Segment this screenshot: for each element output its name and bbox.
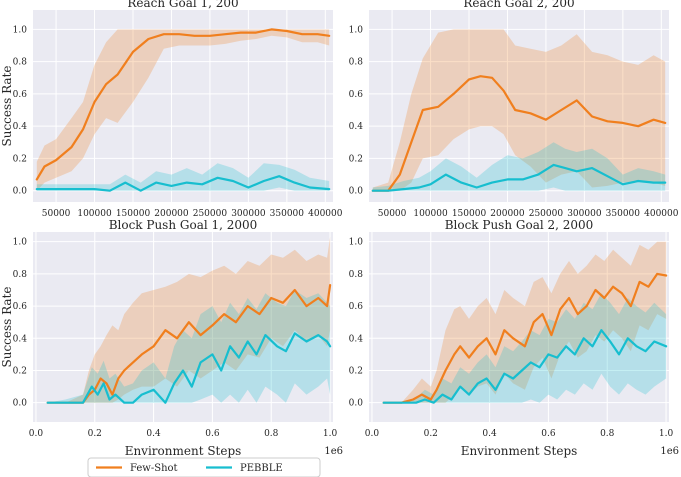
few-shot-confidence-band: [47, 236, 331, 403]
panel-title: Block Push Goal 2, 2000: [445, 218, 594, 232]
plot-background: [369, 232, 669, 422]
pebble-confidence-band: [383, 293, 667, 403]
y-tick-label: 1.0: [13, 25, 28, 35]
x-tick-label: 0.0: [29, 429, 44, 439]
y-tick-label: 0.2: [349, 366, 363, 376]
legend: Few-Shot PEBBLE: [87, 457, 321, 477]
y-tick-label: 0.6: [13, 90, 28, 100]
plot-area: [46, 236, 332, 404]
x-tick-label: 150000: [452, 209, 487, 219]
y-tick-label: 0.2: [349, 154, 363, 164]
x-tick-label: 200000: [154, 209, 189, 219]
x-tick-label: 50000: [378, 209, 407, 219]
x-tick-label: 350000: [270, 209, 305, 219]
pebble-mean-line: [382, 329, 668, 404]
pebble-confidence-band: [47, 290, 331, 403]
x-tick-label: 100000: [413, 209, 448, 219]
y-tick-label: 0.8: [349, 270, 364, 280]
panel-title: Reach Goal 2, 200: [463, 0, 574, 10]
x-tick-label: 1.0: [323, 429, 338, 439]
y-axis-label: Success Rate: [0, 65, 14, 146]
panel-title: Reach Goal 1, 200: [127, 0, 238, 10]
few-shot-mean-line: [371, 75, 667, 192]
x-tick-label: 0.8: [264, 429, 279, 439]
x-tick-label: 0.4: [482, 429, 497, 439]
legend-label: PEBBLE: [240, 463, 283, 474]
y-tick-label: 0.4: [13, 334, 28, 344]
y-tick-label: 0.4: [13, 122, 28, 132]
x-tick-label: 0.6: [541, 429, 556, 439]
y-axis-label: Success Rate: [0, 286, 14, 367]
plot-area: [382, 241, 668, 404]
x-axis-label: Environment Steps: [125, 444, 242, 458]
x-axis-multiplier: 1e6: [324, 446, 343, 457]
x-tick-label: 0.2: [424, 429, 438, 439]
y-tick-label: 0.0: [13, 187, 28, 197]
y-tick-label: 0.4: [349, 122, 364, 132]
y-tick-label: 1.0: [13, 238, 28, 248]
x-axis-multiplier: 1e6: [660, 446, 679, 457]
x-tick-label: 0.6: [205, 429, 220, 439]
y-tick-label: 0.8: [349, 58, 364, 68]
x-tick-label: 50000: [42, 209, 71, 219]
x-tick-label: 300000: [567, 209, 602, 219]
x-tick-label: 200000: [490, 209, 525, 219]
plot-background: [33, 232, 333, 422]
few-shot-mean-line: [35, 28, 331, 181]
y-tick-label: 0.2: [13, 154, 27, 164]
x-tick-label: 0.8: [600, 429, 615, 439]
x-tick-label: 400000: [308, 209, 343, 219]
y-tick-label: 0.0: [349, 187, 364, 197]
x-tick-label: 0.4: [146, 429, 161, 439]
y-tick-label: 0.8: [13, 270, 28, 280]
panel-title: Block Push Goal 1, 2000: [109, 218, 258, 232]
few-shot-confidence-band: [36, 29, 330, 191]
panel-3: 0.0 0.2 0.4 0.6 0.8 1.0 0.0 0.2 0.4 0.6 0.8 1.0 Bloc…: [0, 218, 343, 458]
pebble-mean-line: [46, 332, 332, 404]
x-tick-label: 1.0: [659, 429, 674, 439]
pebble-mean-line: [371, 163, 667, 192]
plot-background: [33, 10, 333, 202]
panel-2: 0.0 0.2 0.4 0.6 0.8 1.0 50000 100000 150000 20000…: [349, 0, 679, 219]
y-tick-label: 0.0: [13, 399, 28, 409]
x-tick-label: 400000: [644, 209, 679, 219]
pebble-mean-line: [35, 175, 331, 192]
pebble-confidence-band: [372, 142, 666, 191]
x-tick-label: 150000: [116, 209, 151, 219]
x-tick-label: 300000: [231, 209, 266, 219]
y-tick-label: 0.6: [349, 90, 364, 100]
x-tick-label: 0.0: [365, 429, 380, 439]
y-tick-label: 0.8: [13, 58, 28, 68]
few-shot-mean-line: [382, 272, 668, 404]
plot-background: [369, 10, 669, 202]
panel-1: 0.0 0.2 0.4 0.6 0.8 1.0 50000 100000 150000 20000…: [0, 0, 343, 219]
legend-frame: [87, 457, 321, 477]
y-tick-label: 0.0: [349, 399, 364, 409]
y-tick-label: 0.2: [13, 366, 27, 376]
x-tick-label: 100000: [77, 209, 112, 219]
plot-area: [371, 29, 667, 192]
panel-4: 0.0 0.2 0.4 0.6 0.8 1.0 0.0 0.2 0.4 0.6 0.8 1.0 Bloc…: [349, 218, 679, 458]
x-tick-label: 350000: [606, 209, 641, 219]
x-tick-label: 250000: [529, 209, 564, 219]
legend-label: Few-Shot: [130, 463, 178, 474]
y-tick-label: 1.0: [349, 238, 364, 248]
x-tick-label: 250000: [193, 209, 228, 219]
x-tick-label: 0.2: [88, 429, 102, 439]
x-axis-label: Environment Steps: [461, 444, 578, 458]
y-tick-label: 0.4: [349, 334, 364, 344]
few-shot-confidence-band: [383, 241, 667, 403]
few-shot-mean-line: [46, 284, 332, 404]
y-tick-label: 0.6: [349, 302, 364, 312]
y-tick-label: 1.0: [349, 25, 364, 35]
plot-area: [35, 28, 331, 192]
y-tick-label: 0.6: [13, 302, 28, 312]
